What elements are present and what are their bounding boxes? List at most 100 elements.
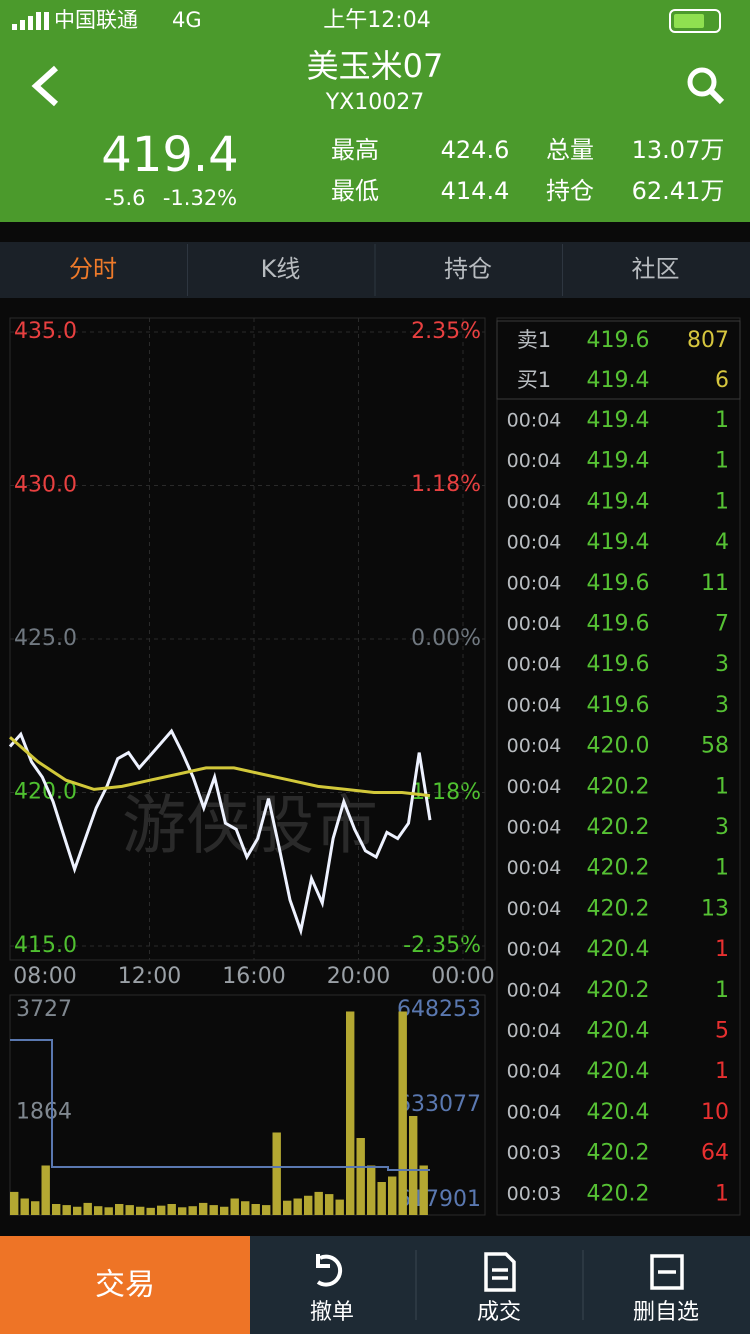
trade-price: 420.4: [587, 1059, 650, 1084]
search-button[interactable]: [687, 67, 725, 105]
volume-bar: [115, 1203, 124, 1215]
trade-price: 420.2: [587, 978, 650, 1003]
trade-qty: 13: [701, 896, 729, 921]
y-tick-label: 435.0: [14, 319, 77, 344]
volume-tick-label: 3727: [16, 997, 72, 1022]
volume-bar: [62, 1205, 71, 1215]
back-button[interactable]: [31, 65, 59, 107]
volume-bar: [325, 1194, 334, 1215]
stat-value: 13.07万: [632, 136, 725, 164]
code: YX10027: [325, 90, 425, 115]
oi-tick-label: 633077: [397, 1092, 481, 1117]
volume-bar: [136, 1206, 145, 1215]
trade-time: 00:03: [507, 1183, 562, 1205]
change: -5.6: [105, 186, 146, 210]
trade-time: 00:04: [507, 410, 562, 432]
trade-label[interactable]: 交易: [95, 1268, 155, 1303]
signal: [12, 12, 49, 30]
volume-bar: [220, 1206, 229, 1215]
trade-price: 420.4: [587, 1019, 650, 1044]
trade-time: 00:04: [507, 532, 562, 554]
trade-qty: 64: [701, 1141, 729, 1166]
volume-bar: [104, 1207, 113, 1215]
quote-label: 买1: [517, 368, 551, 392]
trade-qty: 3: [715, 693, 729, 718]
trade-button[interactable]: [0, 1236, 250, 1334]
tab[interactable]: K线: [261, 255, 301, 283]
quote-price: 419.4: [587, 368, 650, 393]
trade-price: 419.6: [587, 571, 650, 596]
trade-price: 419.4: [587, 408, 650, 433]
price: 419.4: [101, 127, 238, 183]
stat-label: 最高: [331, 136, 379, 164]
volume-bar: [230, 1198, 239, 1215]
trade-time: 00:04: [507, 613, 562, 635]
trade-qty: 1: [715, 449, 729, 474]
quote-frame: [496, 320, 741, 400]
trade-qty: 3: [715, 652, 729, 677]
remove-icon[interactable]: [650, 1254, 684, 1290]
volume-bar: [388, 1176, 397, 1215]
trade-price: 420.2: [587, 856, 650, 881]
volume-bar: [283, 1200, 292, 1215]
volume-bar: [272, 1132, 281, 1215]
trade-qty: 1: [715, 937, 729, 962]
volume-bar: [52, 1203, 61, 1215]
volume-bar: [241, 1201, 250, 1215]
trade-time: 00:04: [507, 939, 562, 961]
action-label[interactable]: 删自选: [633, 1300, 699, 1325]
trade-price: 420.2: [587, 896, 650, 921]
book-frame: [496, 317, 741, 1216]
carrier: 中国联通: [54, 8, 138, 32]
volume-tick-label: 1864: [16, 1099, 72, 1124]
trade-price: 420.2: [587, 815, 650, 840]
trade-price: 419.6: [587, 652, 650, 677]
trade-qty: 4: [715, 530, 729, 555]
trade-price: 419.6: [587, 612, 650, 637]
volume-bar: [10, 1191, 19, 1215]
price-line: [8, 728, 432, 937]
tab[interactable]: 持仓: [444, 255, 492, 283]
volume-bar: [157, 1205, 166, 1215]
volume-bar: [146, 1207, 155, 1215]
action-label[interactable]: 撤单: [310, 1300, 354, 1325]
trade-qty: 1: [715, 408, 729, 433]
y2-tick-label: 2.35%: [411, 319, 481, 344]
undo-icon[interactable]: [316, 1254, 343, 1287]
stat-label: 持仓: [546, 177, 594, 205]
tab[interactable]: 分时: [69, 255, 117, 283]
volume-bar: [167, 1203, 176, 1215]
volume-bar: [199, 1202, 208, 1215]
y2-tick-label: 0.00%: [411, 626, 481, 651]
y2-tick-label: -2.35%: [403, 933, 481, 958]
trade-qty: 10: [701, 1100, 729, 1125]
quote-qty: 6: [715, 368, 729, 393]
trade-time: 00:04: [507, 450, 562, 472]
tab[interactable]: 社区: [632, 255, 680, 283]
trade-price: 420.4: [587, 1100, 650, 1125]
trade-price: 420.0: [587, 734, 650, 759]
action-label[interactable]: 成交: [477, 1300, 521, 1325]
volume-bar: [209, 1205, 218, 1215]
trade-time: 00:04: [507, 898, 562, 920]
trade-time: 00:04: [507, 735, 562, 757]
title: 美玉米07: [307, 47, 444, 85]
body-bg: [0, 222, 750, 1236]
volume-bar: [31, 1201, 40, 1215]
trade-time: 00:04: [507, 572, 562, 594]
volume-bar: [251, 1203, 260, 1215]
y-tick-label: 430.0: [14, 473, 77, 498]
stat-value: 424.6: [441, 136, 510, 164]
trade-qty: 1: [715, 856, 729, 881]
trade-qty: 11: [701, 571, 729, 596]
y2-tick-label: 1.18%: [411, 472, 481, 497]
oi-tick-label: 648253: [397, 997, 481, 1022]
volume-bar: [367, 1165, 376, 1215]
volume-bar: [20, 1198, 29, 1215]
deal-icon[interactable]: [484, 1252, 516, 1292]
volume-bar: [293, 1198, 302, 1215]
volume-bar: [262, 1205, 271, 1215]
trade-time: 00:03: [507, 1142, 562, 1164]
network: 4G: [172, 8, 202, 32]
